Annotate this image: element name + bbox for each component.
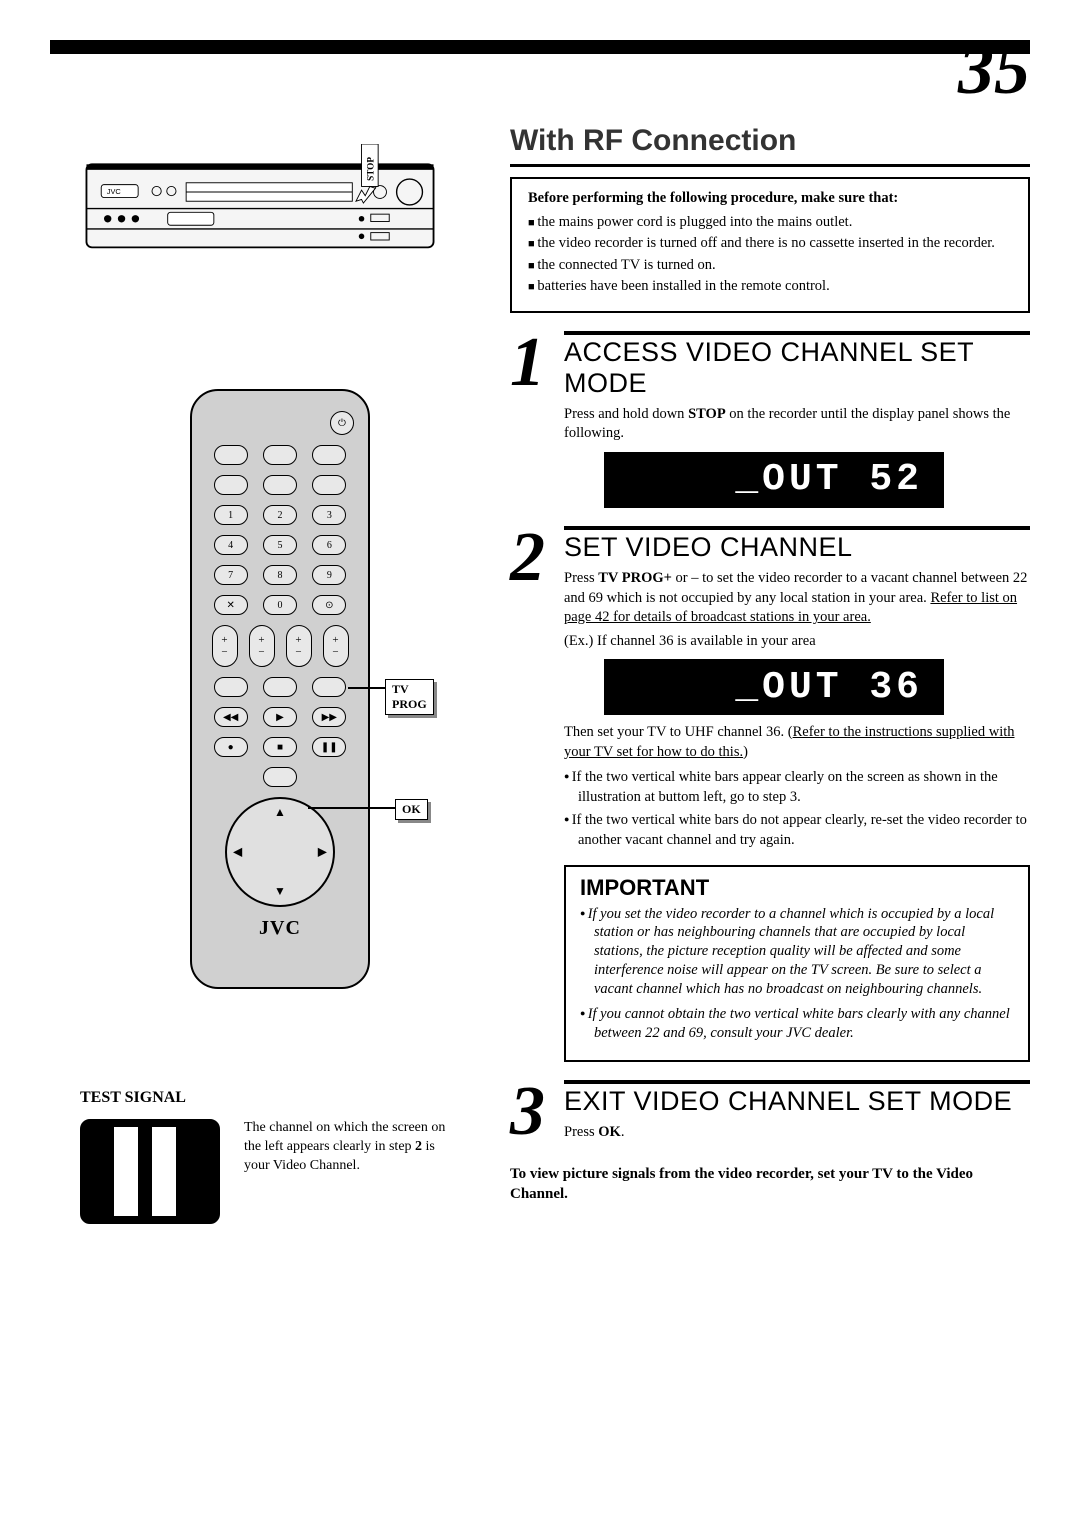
prereq-item: batteries have been installed in the rem…: [528, 277, 1012, 297]
test-signal-section: TEST SIGNAL The channel on which the scr…: [80, 1089, 480, 1224]
step-3-body-post: .: [621, 1124, 625, 1140]
step-2-heading: SET VIDEO CHANNEL: [564, 526, 1030, 563]
remote-brand: JVC: [206, 917, 354, 940]
top-black-bar: [50, 40, 1030, 54]
prereq-item: the connected TV is turned on.: [528, 256, 1012, 276]
step-2-p1-bold: TV PROG+: [598, 570, 672, 586]
step-2-p1-pre: Press: [564, 570, 598, 586]
content-columns: JVC STOP ⏻: [50, 84, 1030, 1224]
important-item: If you cannot obtain the two vertical wh…: [580, 1005, 1014, 1043]
tvprog-callout-line: [348, 687, 385, 689]
step-3: 3 EXIT VIDEO CHANNEL SET MODE Press OK.: [510, 1080, 1030, 1143]
step-3-body-pre: Press: [564, 1124, 598, 1140]
up-icon: ▲: [274, 805, 286, 820]
important-box: IMPORTANT If you set the video recorder …: [564, 865, 1030, 1063]
timer-icon: ⊙: [312, 595, 346, 615]
prereq-lead: Before performing the following procedur…: [528, 189, 1012, 209]
step-3-body: Press OK.: [564, 1123, 1030, 1143]
step-2-bullet: If the two vertical white bars do not ap…: [564, 811, 1030, 850]
step-3-number: 3: [510, 1080, 552, 1143]
important-title: IMPORTANT: [580, 875, 1014, 901]
prereq-item: the mains power cord is plugged into the…: [528, 213, 1012, 233]
display-panel-2: _OUT 36: [604, 659, 944, 715]
right-icon: ▶: [318, 845, 327, 860]
power-icon: ⏻: [330, 411, 354, 435]
numpad-9: 9: [312, 565, 346, 585]
numpad-7: 7: [214, 565, 248, 585]
numpad-4: 4: [214, 535, 248, 555]
left-column: JVC STOP ⏻: [50, 84, 480, 1224]
numpad-2: 2: [263, 505, 297, 525]
step-1-number: 1: [510, 331, 552, 394]
page-number: 35: [958, 28, 1030, 111]
remote-body: ⏻ 1 2 3 4 5 6 7 8 9: [190, 389, 370, 989]
cancel-icon: ✕: [214, 595, 248, 615]
vcr-brand-text: JVC: [107, 187, 122, 196]
step-2-p3: Then set your TV to UHF channel 36. (Ref…: [564, 723, 1030, 762]
important-item: If you set the video recorder to a chann…: [580, 905, 1014, 999]
display-2-text: _OUT 36: [735, 666, 923, 709]
step-2-p1: Press TV PROG+ or – to set the video rec…: [564, 569, 1030, 628]
play-icon: ▶: [263, 707, 297, 727]
nav-disk: ▲ ▼ ◀ ▶: [225, 797, 335, 907]
stop-icon: ■: [263, 737, 297, 757]
right-column: With RF Connection Before performing the…: [510, 84, 1030, 1224]
step-1-body: Press and hold down STOP on the recorder…: [564, 405, 1030, 444]
rec-icon: ●: [214, 737, 248, 757]
display-panel-1: _OUT 52: [604, 452, 944, 508]
ok-callout: OK: [395, 799, 428, 820]
test-signal-screen: [80, 1119, 220, 1224]
test-signal-text-bold: 2: [415, 1139, 422, 1154]
test-signal-title: TEST SIGNAL: [80, 1089, 480, 1107]
step-2-p3-post: ): [743, 744, 748, 760]
step-2-bullet-2: If the two vertical white bars do not ap…: [572, 812, 1027, 848]
ok-callout-line: [308, 807, 395, 809]
numpad-1: 1: [214, 505, 248, 525]
step-2-p3-pre: Then set your TV to UHF channel 36. (: [564, 724, 793, 740]
step-3-body-bold: OK: [598, 1124, 621, 1140]
test-signal-text: The channel on which the screen on the l…: [244, 1119, 454, 1176]
ffwd-icon: ▶▶: [312, 707, 346, 727]
numpad-8: 8: [263, 565, 297, 585]
section-title: With RF Connection: [510, 124, 1030, 167]
step-1-body-bold: STOP: [688, 406, 726, 422]
step-1-body-pre: Press and hold down: [564, 406, 688, 422]
display-1-text: _OUT 52: [735, 458, 923, 501]
step-2-number: 2: [510, 526, 552, 589]
vcr-illustration: JVC STOP: [70, 144, 450, 264]
pause-icon: ❚❚: [312, 737, 346, 757]
step-1: 1 ACCESS VIDEO CHANNEL SET MODE Press an…: [510, 331, 1030, 508]
numpad-0: 0: [263, 595, 297, 615]
step-1-heading: ACCESS VIDEO CHANNEL SET MODE: [564, 331, 1030, 399]
prog-updown: +−: [286, 625, 312, 667]
vol-updown: +−: [212, 625, 238, 667]
step-2-bullet: If the two vertical white bars appear cl…: [564, 768, 1030, 807]
vcr-stop-callout: STOP: [366, 157, 376, 181]
step-3-heading: EXIT VIDEO CHANNEL SET MODE: [564, 1080, 1030, 1117]
tvprog-callout: TV PROG: [385, 679, 434, 715]
rewind-icon: ◀◀: [214, 707, 248, 727]
left-icon: ◀: [233, 845, 242, 860]
ch-updown: +−: [249, 625, 275, 667]
numpad-5: 5: [263, 535, 297, 555]
step-2: 2 SET VIDEO CHANNEL Press TV PROG+ or – …: [510, 526, 1030, 1063]
step-2-bullet-1: If the two vertical white bars appear cl…: [572, 769, 998, 805]
down-icon: ▼: [274, 884, 286, 899]
ok-small-button: [263, 767, 297, 787]
footer-note: To view picture signals from the video r…: [510, 1165, 1030, 1204]
prereq-item: the video recorder is turned off and the…: [528, 234, 1012, 254]
numpad-3: 3: [312, 505, 346, 525]
prerequisites-box: Before performing the following procedur…: [510, 177, 1030, 313]
numpad-6: 6: [312, 535, 346, 555]
step-2-p2: (Ex.) If channel 36 is available in your…: [564, 632, 1030, 652]
tvprog-updown: +−: [323, 625, 349, 667]
remote-illustration: ⏻ 1 2 3 4 5 6 7 8 9: [190, 389, 390, 989]
